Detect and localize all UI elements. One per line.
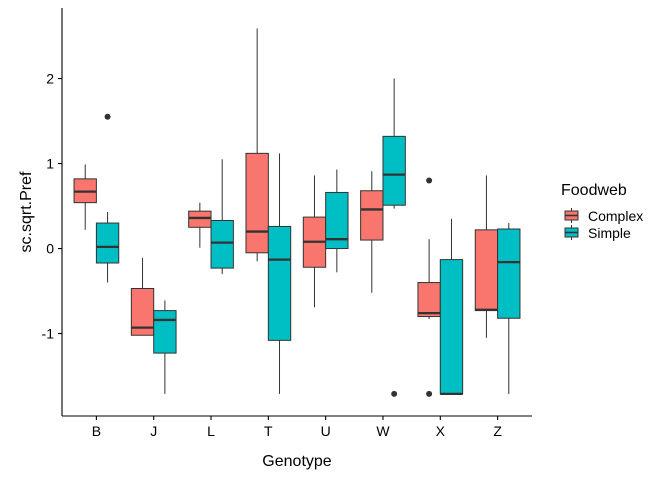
legend-label: Complex: [588, 208, 643, 224]
x-axis-title: Genotype: [262, 453, 331, 470]
box-body: [95, 222, 120, 264]
y-axis-ticks: -1 0 1 2: [42, 71, 62, 342]
outlier-point: [104, 113, 111, 120]
box-simple-U: [325, 169, 349, 273]
box-simple-L: [210, 159, 234, 275]
box-body: [325, 191, 349, 250]
x-tick-label: U: [321, 423, 331, 439]
box-complex-X: [417, 177, 441, 397]
box-complex-Z: [474, 175, 499, 338]
box-complex-B: [73, 164, 97, 230]
x-tick-label: X: [436, 423, 446, 439]
x-tick-label: T: [264, 423, 273, 439]
legend-key-complex: [564, 208, 579, 223]
x-tick-label: B: [92, 423, 101, 439]
box-simple-X: [439, 218, 464, 396]
box-body: [382, 135, 406, 206]
box-body: [417, 282, 441, 318]
box-complex-T: [245, 28, 269, 262]
box-simple-W: [382, 78, 406, 397]
outlier-point: [426, 390, 433, 397]
box-body: [153, 310, 177, 354]
y-tick-label: 0: [46, 241, 54, 257]
outlier-point: [391, 390, 398, 397]
x-tick-label: Z: [493, 423, 502, 439]
y-tick-label: 2: [46, 71, 54, 87]
box-complex-U: [302, 175, 327, 308]
box-body: [267, 225, 292, 341]
legend-label: Simple: [588, 225, 631, 241]
box-body: [188, 210, 212, 228]
box-complex-J: [130, 257, 155, 336]
x-tick-label: W: [376, 423, 390, 439]
y-tick-label: 1: [46, 156, 54, 172]
box-body: [210, 220, 234, 269]
legend-key-simple: [564, 225, 579, 240]
box-body: [439, 259, 464, 395]
box-body: [474, 229, 499, 312]
plot-area: [73, 28, 521, 397]
legend-title: Foodweb: [561, 182, 627, 199]
box-body: [497, 228, 521, 319]
box-simple-T: [267, 153, 292, 394]
x-tick-label: L: [207, 423, 215, 439]
box-simple-J: [153, 300, 177, 394]
outlier-point: [426, 177, 433, 184]
box-simple-Z: [497, 223, 521, 394]
box-simple-B: [95, 113, 120, 283]
box-complex-W: [360, 171, 384, 293]
y-axis-title: sc.sqrt.Pref: [18, 171, 35, 252]
x-tick-label: J: [150, 423, 157, 439]
y-tick-label: -1: [42, 326, 55, 342]
box-body: [360, 190, 384, 241]
box-complex-L: [188, 202, 212, 248]
box-body: [245, 152, 269, 254]
